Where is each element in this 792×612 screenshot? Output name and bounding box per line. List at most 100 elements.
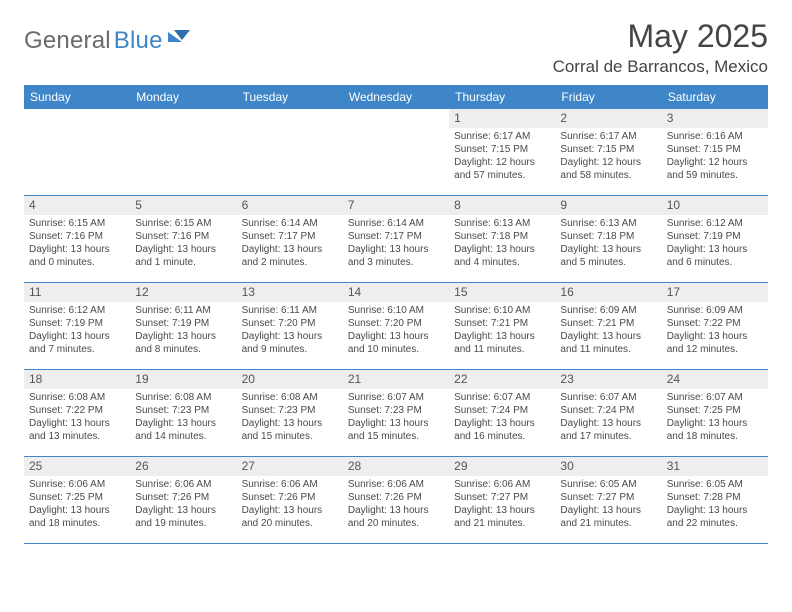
day-number: 16 <box>555 283 661 302</box>
day-text: Sunrise: 6:08 AM Sunset: 7:22 PM Dayligh… <box>29 392 125 443</box>
day-cell: 30 Sunrise: 6:05 AM Sunset: 7:27 PM Dayli… <box>555 457 661 543</box>
day-cell: 2 Sunrise: 6:17 AM Sunset: 7:15 PM Daylig… <box>555 109 661 195</box>
day-cell <box>343 109 449 195</box>
weekday-header: Sunday <box>24 85 130 109</box>
title-block: May 2025 Corral de Barrancos, Mexico <box>553 18 768 77</box>
day-text: Sunrise: 6:11 AM Sunset: 7:20 PM Dayligh… <box>242 305 338 356</box>
day-number: 7 <box>343 196 449 215</box>
page-header: GeneralBlue May 2025 Corral de Barrancos… <box>24 18 768 77</box>
day-number: 14 <box>343 283 449 302</box>
day-text: Sunrise: 6:05 AM Sunset: 7:27 PM Dayligh… <box>560 479 656 530</box>
weekday-header: Friday <box>555 85 661 109</box>
day-cell <box>237 109 343 195</box>
day-body: Sunrise: 6:11 AM Sunset: 7:20 PM Dayligh… <box>237 302 343 360</box>
day-cell: 3Sunrise: 6:16 AM Sunset: 7:15 PM Daylig… <box>662 109 768 195</box>
day-text: Sunrise: 6:09 AM Sunset: 7:22 PM Dayligh… <box>667 305 763 356</box>
calendar-grid: Sunday Monday Tuesday Wednesday Thursday… <box>24 85 768 544</box>
day-body <box>130 113 236 120</box>
day-body <box>24 113 130 120</box>
day-text: Sunrise: 6:13 AM Sunset: 7:18 PM Dayligh… <box>454 218 550 269</box>
day-text: Sunrise: 6:11 AM Sunset: 7:19 PM Dayligh… <box>135 305 231 356</box>
brand-word-2: Blue <box>114 27 163 55</box>
brand-mark-icon <box>168 26 192 47</box>
day-number: 4 <box>24 196 130 215</box>
day-number: 30 <box>555 457 661 476</box>
day-cell: 10Sunrise: 6:12 AM Sunset: 7:19 PM Dayli… <box>662 196 768 282</box>
day-cell: 22 Sunrise: 6:07 AM Sunset: 7:24 PM Dayli… <box>449 370 555 456</box>
day-text: Sunrise: 6:07 AM Sunset: 7:24 PM Dayligh… <box>560 392 656 443</box>
day-body: Sunrise: 6:17 AM Sunset: 7:15 PM Dayligh… <box>449 128 555 186</box>
day-text: Sunrise: 6:06 AM Sunset: 7:27 PM Dayligh… <box>454 479 550 530</box>
day-cell: 5Sunrise: 6:15 AM Sunset: 7:16 PM Daylig… <box>130 196 236 282</box>
day-number: 20 <box>237 370 343 389</box>
day-number: 5 <box>130 196 236 215</box>
day-cell <box>130 109 236 195</box>
day-number: 31 <box>662 457 768 476</box>
day-body: Sunrise: 6:08 AM Sunset: 7:23 PM Dayligh… <box>237 389 343 447</box>
day-text: Sunrise: 6:05 AM Sunset: 7:28 PM Dayligh… <box>667 479 763 530</box>
day-number: 22 <box>449 370 555 389</box>
day-number: 2 <box>555 109 661 128</box>
day-number: 15 <box>449 283 555 302</box>
day-body: Sunrise: 6:06 AM Sunset: 7:25 PM Dayligh… <box>24 476 130 534</box>
day-number: 13 <box>237 283 343 302</box>
day-number: 10 <box>662 196 768 215</box>
day-number: 19 <box>130 370 236 389</box>
day-number: 9 <box>555 196 661 215</box>
day-body: Sunrise: 6:08 AM Sunset: 7:23 PM Dayligh… <box>130 389 236 447</box>
day-body: Sunrise: 6:12 AM Sunset: 7:19 PM Dayligh… <box>662 215 768 273</box>
day-text: Sunrise: 6:12 AM Sunset: 7:19 PM Dayligh… <box>29 305 125 356</box>
day-cell: 28 Sunrise: 6:06 AM Sunset: 7:26 PM Dayli… <box>343 457 449 543</box>
day-body: Sunrise: 6:09 AM Sunset: 7:22 PM Dayligh… <box>662 302 768 360</box>
day-number: 28 <box>343 457 449 476</box>
day-number: 17 <box>662 283 768 302</box>
day-cell: 19 Sunrise: 6:08 AM Sunset: 7:23 PM Dayli… <box>130 370 236 456</box>
day-body <box>237 113 343 120</box>
day-cell: 4 Sunrise: 6:15 AM Sunset: 7:16 PM Daylig… <box>24 196 130 282</box>
day-number: 25 <box>24 457 130 476</box>
day-number: 29 <box>449 457 555 476</box>
day-cell: 11Sunrise: 6:12 AM Sunset: 7:19 PM Dayli… <box>24 283 130 369</box>
day-text: Sunrise: 6:08 AM Sunset: 7:23 PM Dayligh… <box>135 392 231 443</box>
day-text: Sunrise: 6:06 AM Sunset: 7:26 PM Dayligh… <box>348 479 444 530</box>
week-row: 18Sunrise: 6:08 AM Sunset: 7:22 PM Dayli… <box>24 370 768 457</box>
day-cell: 18Sunrise: 6:08 AM Sunset: 7:22 PM Dayli… <box>24 370 130 456</box>
day-body <box>343 113 449 120</box>
day-body: Sunrise: 6:06 AM Sunset: 7:26 PM Dayligh… <box>130 476 236 534</box>
day-body: Sunrise: 6:13 AM Sunset: 7:18 PM Dayligh… <box>449 215 555 273</box>
day-text: Sunrise: 6:16 AM Sunset: 7:15 PM Dayligh… <box>667 131 763 182</box>
day-cell: 17 Sunrise: 6:09 AM Sunset: 7:22 PM Dayli… <box>662 283 768 369</box>
day-number: 1 <box>449 109 555 128</box>
day-text: Sunrise: 6:08 AM Sunset: 7:23 PM Dayligh… <box>242 392 338 443</box>
day-body: Sunrise: 6:07 AM Sunset: 7:25 PM Dayligh… <box>662 389 768 447</box>
day-text: Sunrise: 6:17 AM Sunset: 7:15 PM Dayligh… <box>560 131 656 182</box>
weekday-header: Thursday <box>449 85 555 109</box>
day-text: Sunrise: 6:07 AM Sunset: 7:24 PM Dayligh… <box>454 392 550 443</box>
day-text: Sunrise: 6:07 AM Sunset: 7:25 PM Dayligh… <box>667 392 763 443</box>
day-number: 27 <box>237 457 343 476</box>
weekday-header: Tuesday <box>237 85 343 109</box>
day-text: Sunrise: 6:07 AM Sunset: 7:23 PM Dayligh… <box>348 392 444 443</box>
day-text: Sunrise: 6:14 AM Sunset: 7:17 PM Dayligh… <box>242 218 338 269</box>
day-body: Sunrise: 6:05 AM Sunset: 7:28 PM Dayligh… <box>662 476 768 534</box>
day-cell: 24Sunrise: 6:07 AM Sunset: 7:25 PM Dayli… <box>662 370 768 456</box>
weekday-header-row: Sunday Monday Tuesday Wednesday Thursday… <box>24 85 768 109</box>
day-text: Sunrise: 6:06 AM Sunset: 7:25 PM Dayligh… <box>29 479 125 530</box>
brand-logo: GeneralBlue <box>24 18 192 55</box>
day-body: Sunrise: 6:06 AM Sunset: 7:26 PM Dayligh… <box>343 476 449 534</box>
day-number: 21 <box>343 370 449 389</box>
day-number: 6 <box>237 196 343 215</box>
day-cell: 27Sunrise: 6:06 AM Sunset: 7:26 PM Dayli… <box>237 457 343 543</box>
day-text: Sunrise: 6:09 AM Sunset: 7:21 PM Dayligh… <box>560 305 656 356</box>
week-row: 1Sunrise: 6:17 AM Sunset: 7:15 PM Daylig… <box>24 109 768 196</box>
day-body: Sunrise: 6:05 AM Sunset: 7:27 PM Dayligh… <box>555 476 661 534</box>
day-number: 26 <box>130 457 236 476</box>
day-cell: 29 Sunrise: 6:06 AM Sunset: 7:27 PM Dayli… <box>449 457 555 543</box>
day-text: Sunrise: 6:15 AM Sunset: 7:16 PM Dayligh… <box>29 218 125 269</box>
calendar-page: GeneralBlue May 2025 Corral de Barrancos… <box>0 0 792 556</box>
day-body: Sunrise: 6:10 AM Sunset: 7:20 PM Dayligh… <box>343 302 449 360</box>
day-number: 23 <box>555 370 661 389</box>
day-body: Sunrise: 6:10 AM Sunset: 7:21 PM Dayligh… <box>449 302 555 360</box>
day-cell <box>24 109 130 195</box>
week-row: 25 Sunrise: 6:06 AM Sunset: 7:25 PM Dayli… <box>24 457 768 544</box>
